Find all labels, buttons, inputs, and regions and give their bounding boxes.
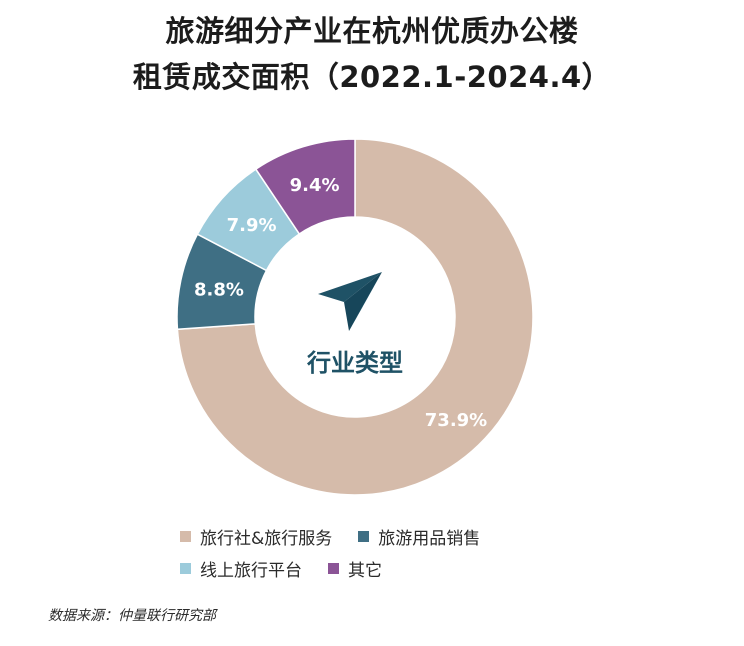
donut-center: 行业类型 [306, 272, 403, 377]
chart-title: 旅游细分产业在杭州优质办公楼 [165, 14, 579, 48]
legend-item-travel-agency: 旅行社&旅行服务 [180, 524, 332, 549]
legend-item-online-platform: 线上旅行平台 [180, 556, 302, 581]
data-source-note: 数据来源：仲量联行研究部 [48, 605, 216, 625]
slice-value-label-3: 7.9% [227, 215, 277, 236]
legend-label: 旅行社&旅行服务 [200, 528, 333, 549]
donut-slice-labels: 73.9% 8.8% 7.9% 9.4% [194, 175, 487, 431]
chart-legend: 旅行社&旅行服务 旅游用品销售 线上旅行平台 其它 [180, 520, 506, 584]
legend-label: 线上旅行平台 [200, 560, 302, 581]
slice-value-label-2: 8.8% [194, 279, 244, 300]
paper-plane-icon [318, 272, 382, 331]
legend-item-travel-goods: 旅游用品销售 [358, 524, 480, 549]
legend-swatch [180, 562, 191, 574]
legend-label: 旅游用品销售 [378, 528, 481, 549]
slice-value-label-1: 73.9% [425, 410, 487, 431]
data-source-text: 数据来源：仲量联行研究部 [48, 608, 216, 624]
chart-title-block: 旅游细分产业在杭州优质办公楼 租赁成交面积（2022.1-2024.4） [0, 8, 744, 100]
legend-item-other: 其它 [328, 556, 382, 581]
slice-value-label-4: 9.4% [290, 175, 340, 196]
donut-slice-4 [254, 138, 356, 235]
legend-swatch [328, 562, 339, 574]
center-label: 行业类型 [306, 349, 403, 377]
chart-subtitle: 租赁成交面积（2022.1-2024.4） [132, 60, 612, 94]
donut-slice-1 [176, 138, 534, 496]
legend-row-2: 线上旅行平台 其它 [180, 552, 506, 584]
legend-swatch [358, 530, 370, 542]
donut-slices [176, 138, 534, 496]
legend-swatch [180, 530, 191, 542]
legend-label: 其它 [348, 560, 382, 581]
legend-row-1: 旅行社&旅行服务 旅游用品销售 [180, 520, 506, 552]
